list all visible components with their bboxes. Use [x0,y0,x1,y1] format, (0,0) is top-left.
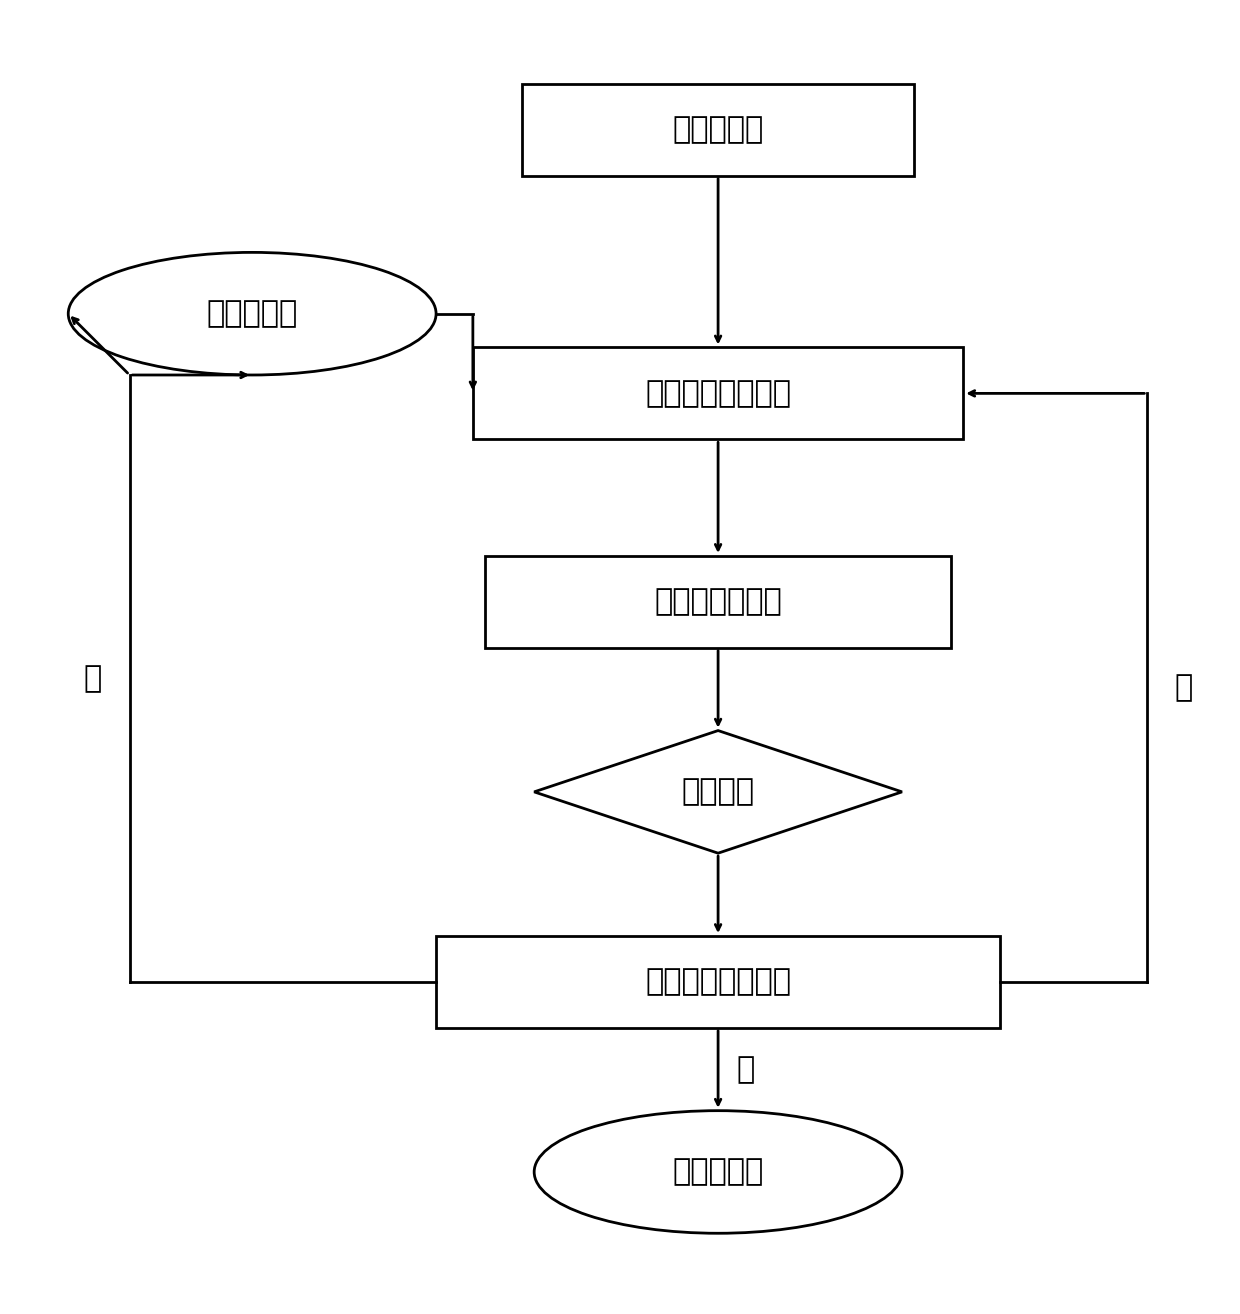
Ellipse shape [68,252,436,374]
FancyBboxPatch shape [485,556,951,648]
FancyBboxPatch shape [522,84,914,176]
Text: 否: 否 [1174,673,1193,702]
Ellipse shape [534,1110,901,1234]
Text: 设计点参数: 设计点参数 [672,116,764,145]
FancyBboxPatch shape [436,936,1001,1028]
Text: 数值模拟: 数值模拟 [682,778,755,807]
Polygon shape [534,731,901,853]
Text: 是: 是 [737,1055,755,1084]
FancyBboxPatch shape [472,347,963,439]
Text: 否: 否 [83,664,102,692]
Text: 进气道方案: 进气道方案 [672,1158,764,1187]
Text: 变几何规律设计: 变几何规律设计 [655,587,782,616]
Text: 是否满足性能要求: 是否满足性能要求 [645,967,791,996]
Text: 变几何方案: 变几何方案 [207,300,298,328]
Text: 定几何进气道设计: 定几何进气道设计 [645,378,791,407]
